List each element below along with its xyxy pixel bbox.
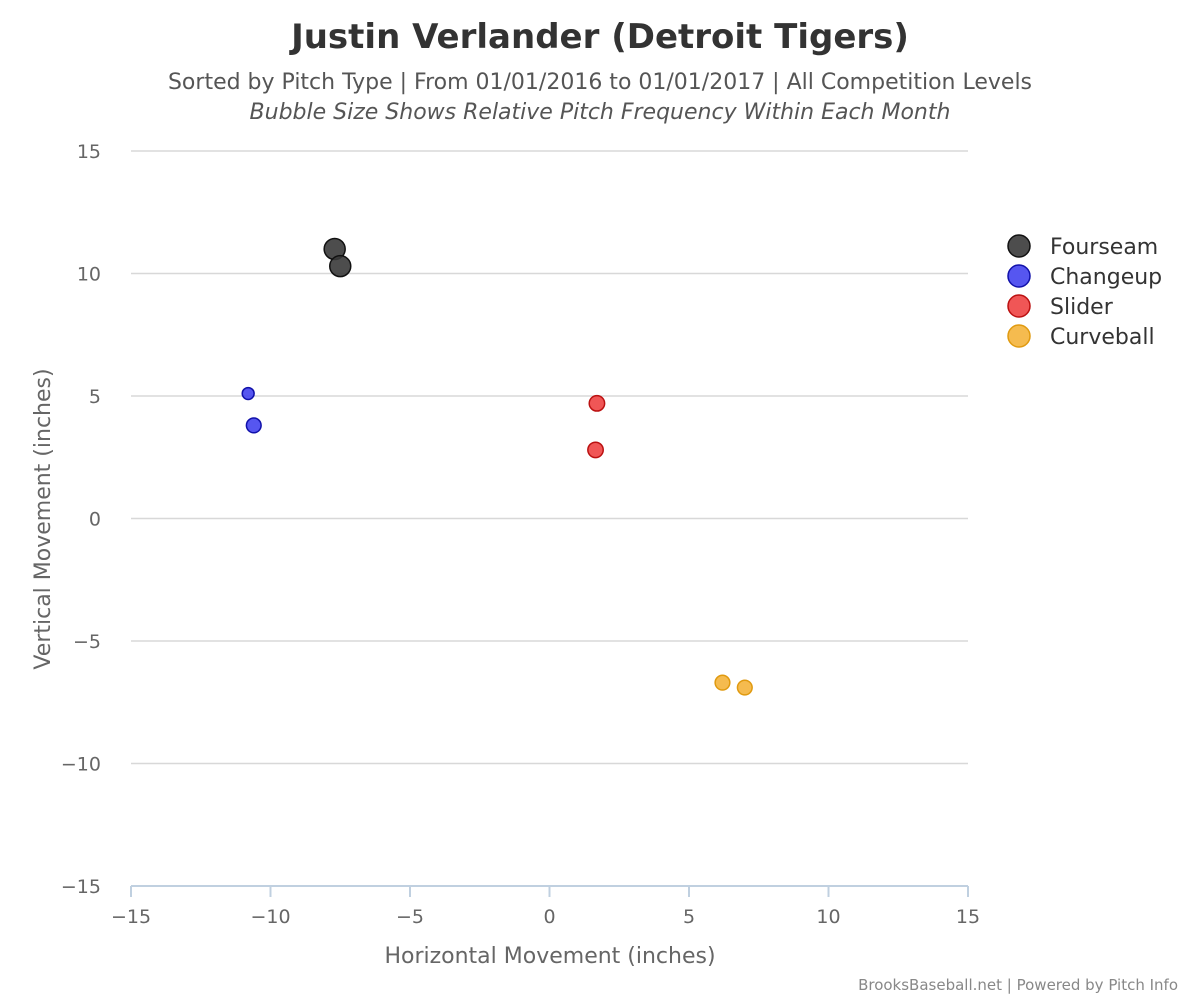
x-tick-label: 5 [683,906,695,928]
legend-marker [1007,324,1031,348]
legend-item-slider[interactable]: Slider [1007,294,1114,320]
changeup-point[interactable] [245,417,262,434]
x-tick-label: −10 [250,906,290,928]
y-tick-label: −10 [61,754,101,776]
y-tick-label: −5 [73,631,101,653]
chart-title: Justin Verlander (Detroit Tigers) [289,17,909,57]
x-axis-title: Horizontal Movement (inches) [384,944,715,969]
series-fourseam [323,237,352,278]
grid-lines [131,150,968,765]
slider-point[interactable] [588,394,606,412]
legend-label: Changeup [1050,265,1162,290]
series-slider [587,394,606,459]
series-curveball [714,674,753,696]
y-tick-label: 0 [89,509,101,531]
curveball-point[interactable] [736,679,753,696]
legend[interactable]: Fourseam Changeup Slider Curveball [1007,234,1162,350]
legend-item-changeup[interactable]: Changeup [1007,264,1162,290]
fourseam-point[interactable] [329,254,352,278]
x-tick-label: −15 [111,906,151,928]
legend-item-curveball[interactable]: Curveball [1007,324,1155,350]
y-tick-label: 10 [77,264,101,286]
series-changeup [241,386,262,434]
y-tick-label: −15 [61,876,101,898]
changeup-point[interactable] [241,386,255,401]
chart-subtitle-italic: Bubble Size Shows Relative Pitch Frequen… [250,100,951,125]
x-tick-label: 10 [816,906,840,928]
y-tick-label: 15 [77,141,101,163]
legend-marker [1007,234,1031,258]
slider-point[interactable] [587,441,604,459]
legend-item-fourseam[interactable]: Fourseam [1007,234,1158,260]
x-tick-label: 0 [543,906,555,928]
legend-label: Fourseam [1050,235,1158,260]
legend-label: Curveball [1050,325,1155,350]
chart-subtitle: Sorted by Pitch Type | From 01/01/2016 t… [168,70,1032,95]
data-points [241,237,753,696]
legend-marker [1007,264,1031,288]
y-axis-title: Vertical Movement (inches) [31,368,56,669]
legend-marker [1007,294,1031,318]
x-tick-label: −5 [396,906,424,928]
legend-label: Slider [1050,295,1114,320]
credits-text[interactable]: BrooksBaseball.net | Powered by Pitch In… [858,976,1178,994]
axes: 15 10 5 0 −5 −10 −15 −15 −10 −5 0 5 10 15 [61,141,980,928]
y-tick-label: 5 [89,386,101,408]
x-tick-label: 15 [956,906,980,928]
curveball-point[interactable] [714,674,731,691]
